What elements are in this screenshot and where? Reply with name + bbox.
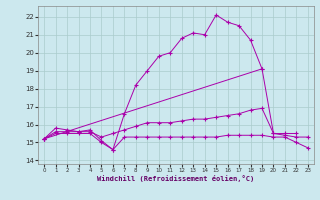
X-axis label: Windchill (Refroidissement éolien,°C): Windchill (Refroidissement éolien,°C)	[97, 175, 255, 182]
